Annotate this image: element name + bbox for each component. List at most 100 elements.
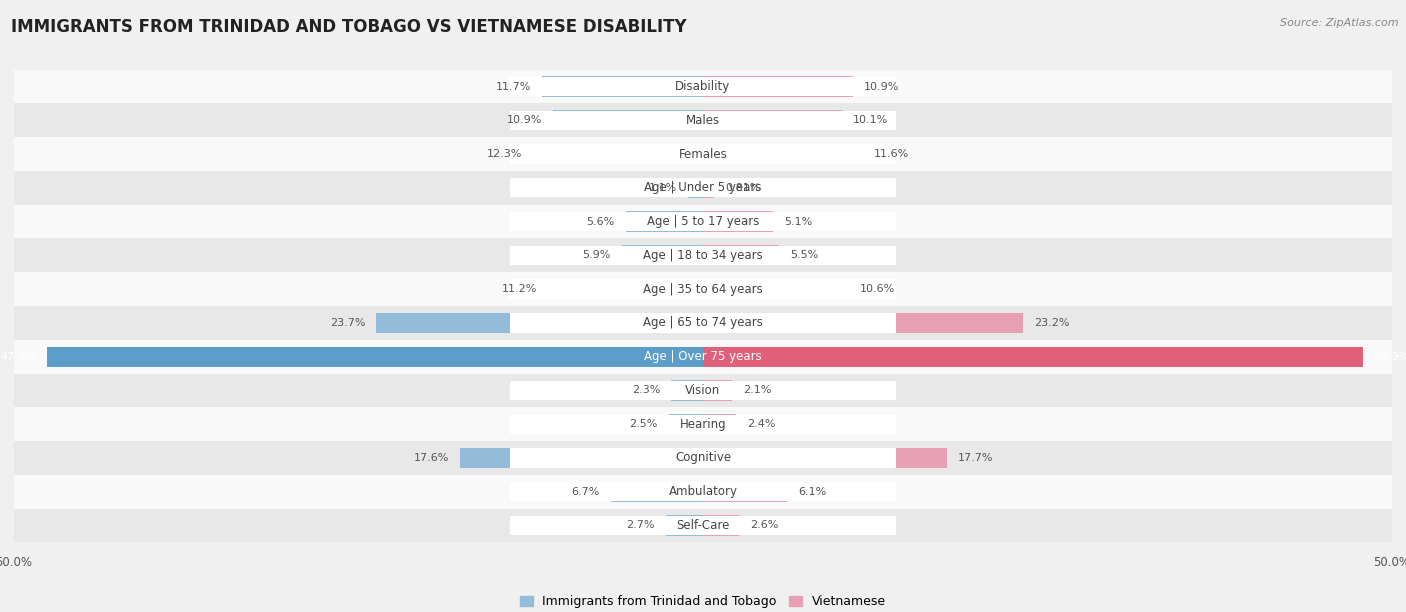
Bar: [14, 272, 1392, 306]
Bar: [14, 373, 1392, 408]
Text: Age | Under 5 years: Age | Under 5 years: [644, 181, 762, 195]
Text: Hearing: Hearing: [679, 417, 727, 431]
Bar: [510, 178, 896, 198]
Bar: [553, 110, 703, 130]
Bar: [377, 313, 703, 333]
Bar: [621, 245, 703, 266]
Bar: [14, 239, 1392, 272]
Bar: [510, 414, 896, 434]
Text: 10.9%: 10.9%: [506, 115, 541, 125]
Bar: [703, 380, 733, 400]
Text: 2.5%: 2.5%: [628, 419, 658, 429]
Text: Age | 65 to 74 years: Age | 65 to 74 years: [643, 316, 763, 329]
Bar: [703, 414, 737, 435]
Text: 10.6%: 10.6%: [860, 284, 896, 294]
Text: Disability: Disability: [675, 80, 731, 93]
Text: 2.3%: 2.3%: [631, 386, 661, 395]
Text: 6.7%: 6.7%: [571, 487, 599, 497]
Text: 5.5%: 5.5%: [790, 250, 818, 260]
Bar: [626, 212, 703, 232]
Text: 11.6%: 11.6%: [875, 149, 910, 159]
Text: 23.7%: 23.7%: [330, 318, 366, 328]
Bar: [14, 137, 1392, 171]
Text: IMMIGRANTS FROM TRINIDAD AND TOBAGO VS VIETNAMESE DISABILITY: IMMIGRANTS FROM TRINIDAD AND TOBAGO VS V…: [11, 18, 688, 36]
Bar: [510, 280, 896, 299]
Text: 1.1%: 1.1%: [648, 183, 676, 193]
Bar: [703, 245, 779, 266]
Bar: [14, 475, 1392, 509]
Bar: [510, 449, 896, 468]
Text: 10.1%: 10.1%: [853, 115, 889, 125]
Bar: [510, 212, 896, 231]
Bar: [703, 212, 773, 232]
Text: Source: ZipAtlas.com: Source: ZipAtlas.com: [1281, 18, 1399, 28]
Bar: [14, 70, 1392, 103]
Bar: [14, 204, 1392, 239]
Bar: [510, 516, 896, 535]
Bar: [510, 246, 896, 265]
Text: Age | 5 to 17 years: Age | 5 to 17 years: [647, 215, 759, 228]
Text: 2.1%: 2.1%: [742, 386, 772, 395]
Text: 23.2%: 23.2%: [1033, 318, 1069, 328]
Text: 2.7%: 2.7%: [626, 520, 655, 531]
Bar: [703, 515, 738, 536]
Text: 6.1%: 6.1%: [799, 487, 827, 497]
Legend: Immigrants from Trinidad and Tobago, Vietnamese: Immigrants from Trinidad and Tobago, Vie…: [515, 590, 891, 612]
Bar: [14, 103, 1392, 137]
Bar: [510, 144, 896, 163]
Bar: [688, 177, 703, 198]
Bar: [610, 482, 703, 502]
Bar: [666, 515, 703, 536]
Bar: [703, 279, 849, 299]
Text: Ambulatory: Ambulatory: [668, 485, 738, 498]
Text: 10.9%: 10.9%: [865, 81, 900, 92]
Bar: [533, 144, 703, 164]
Bar: [510, 381, 896, 400]
Text: Age | Over 75 years: Age | Over 75 years: [644, 350, 762, 363]
Bar: [541, 76, 703, 97]
Bar: [703, 76, 853, 97]
Bar: [14, 408, 1392, 441]
Text: 2.4%: 2.4%: [747, 419, 776, 429]
Bar: [14, 171, 1392, 204]
Text: 47.9%: 47.9%: [1374, 352, 1406, 362]
Bar: [548, 279, 703, 299]
Text: 2.6%: 2.6%: [749, 520, 779, 531]
Bar: [461, 448, 703, 468]
Text: 17.6%: 17.6%: [415, 453, 450, 463]
Text: Age | 18 to 34 years: Age | 18 to 34 years: [643, 249, 763, 262]
Text: 17.7%: 17.7%: [957, 453, 994, 463]
Bar: [510, 111, 896, 130]
Text: 12.3%: 12.3%: [486, 149, 523, 159]
Bar: [14, 306, 1392, 340]
Text: 5.6%: 5.6%: [586, 217, 614, 226]
Bar: [703, 482, 787, 502]
Bar: [14, 441, 1392, 475]
Text: 11.2%: 11.2%: [502, 284, 537, 294]
Bar: [703, 448, 946, 468]
Bar: [510, 77, 896, 96]
Bar: [703, 110, 842, 130]
Bar: [703, 144, 863, 164]
Bar: [14, 340, 1392, 373]
Text: 11.7%: 11.7%: [495, 81, 531, 92]
Bar: [703, 177, 714, 198]
Bar: [14, 509, 1392, 542]
Text: Vision: Vision: [685, 384, 721, 397]
Bar: [669, 414, 703, 435]
Bar: [671, 380, 703, 400]
Bar: [703, 313, 1022, 333]
Text: Females: Females: [679, 147, 727, 160]
Text: 5.1%: 5.1%: [785, 217, 813, 226]
Bar: [703, 346, 1362, 367]
Text: 5.9%: 5.9%: [582, 250, 610, 260]
Text: Self-Care: Self-Care: [676, 519, 730, 532]
Bar: [510, 482, 896, 501]
Bar: [48, 346, 703, 367]
Text: Cognitive: Cognitive: [675, 452, 731, 465]
Text: 0.81%: 0.81%: [725, 183, 761, 193]
Text: Males: Males: [686, 114, 720, 127]
Text: Age | 35 to 64 years: Age | 35 to 64 years: [643, 283, 763, 296]
Bar: [510, 313, 896, 332]
Text: 47.6%: 47.6%: [0, 352, 37, 362]
